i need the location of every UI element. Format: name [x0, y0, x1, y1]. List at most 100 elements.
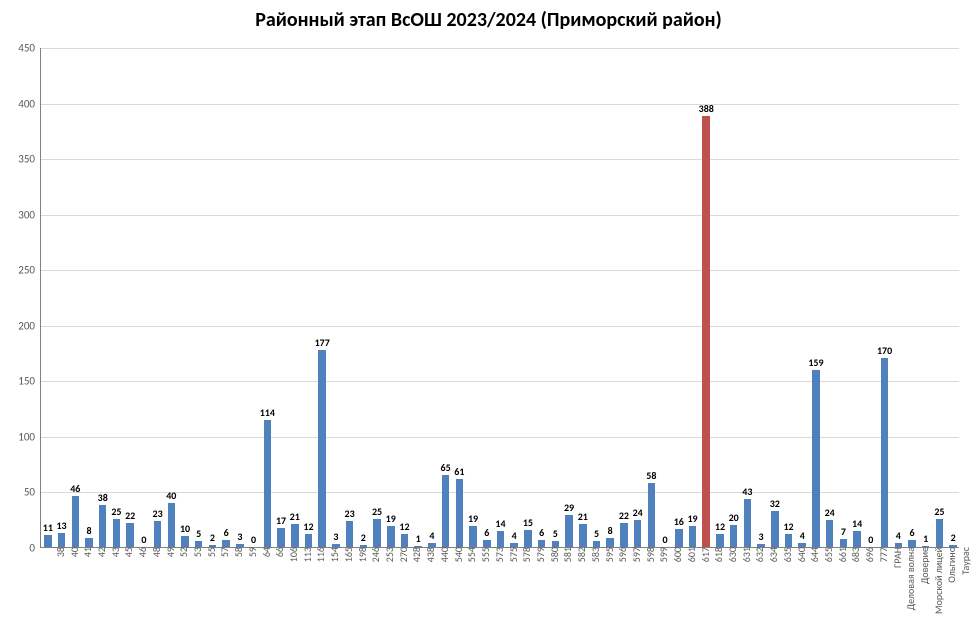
x-category-label: 579	[532, 547, 547, 562]
bar: 2	[949, 545, 957, 547]
bar-value-label: 170	[877, 344, 892, 357]
bar-value-label: 6	[484, 526, 489, 539]
bar-value-label: 19	[468, 512, 478, 525]
x-category-label: 777	[875, 547, 890, 562]
bar: 3	[236, 544, 244, 547]
bar-value-label: 4	[429, 529, 434, 542]
bar: 159	[812, 370, 820, 547]
bar-value-label: 29	[564, 501, 574, 514]
bar-value-label: 25	[372, 505, 382, 518]
bar-value-label: 13	[56, 519, 66, 532]
gridline	[41, 159, 959, 160]
bar: 11	[44, 535, 52, 547]
bar: 32	[771, 511, 779, 547]
x-category-label: 53	[189, 547, 204, 557]
x-category-label: 634	[765, 547, 780, 562]
x-category-label: 46	[134, 547, 149, 557]
bar: 19	[469, 526, 477, 547]
bar-value-label: 25	[934, 505, 944, 518]
bar-value-label: 14	[495, 517, 505, 530]
bar-value-label: 4	[896, 529, 901, 542]
bar: 10	[181, 536, 189, 547]
bar: 25	[373, 519, 381, 547]
bar: 4	[428, 543, 436, 547]
bar: 24	[634, 520, 642, 547]
bar-value-label: 23	[153, 507, 163, 520]
x-category-label: 59	[244, 547, 259, 557]
bar-value-label: 0	[663, 533, 668, 546]
bar-value-label: 23	[345, 507, 355, 520]
gridline	[41, 381, 959, 382]
bar-value-label: 5	[553, 527, 558, 540]
x-category-label: 601	[683, 547, 698, 562]
x-category-label: 440	[436, 547, 451, 562]
y-tick-label: 150	[18, 375, 41, 388]
x-category-label: Таурас	[957, 547, 972, 575]
x-category-label: 555	[477, 547, 492, 562]
bar: 43	[744, 499, 752, 547]
bar-value-label: 8	[86, 524, 91, 537]
bar-chart: Районный этап ВсОШ 2023/2024 (Приморский…	[0, 0, 977, 638]
bar: 14	[497, 531, 505, 547]
bar: 1	[922, 546, 930, 547]
bar: 8	[606, 538, 614, 547]
bar-value-label: 19	[687, 512, 697, 525]
bar: 6	[483, 540, 491, 547]
bar-value-label: 17	[276, 514, 286, 527]
bar-value-label: 65	[441, 461, 451, 474]
bar: 4	[510, 543, 518, 547]
bar: 5	[552, 541, 560, 547]
x-category-label: 438	[422, 547, 437, 562]
x-category-label: 154	[326, 547, 341, 562]
gridline	[41, 215, 959, 216]
x-category-label: 618	[710, 547, 725, 562]
bar: 29	[565, 515, 573, 547]
x-category-label: 165	[340, 547, 355, 562]
bar: 22	[620, 523, 628, 547]
bar-value-label: 6	[539, 526, 544, 539]
x-category-label: 106	[285, 547, 300, 562]
bar-value-label: 2	[210, 531, 215, 544]
bar-value-label: 19	[386, 512, 396, 525]
gridline	[41, 437, 959, 438]
bar-value-label: 8	[608, 524, 613, 537]
bar-value-label: 6	[909, 526, 914, 539]
bar: 12	[401, 534, 409, 547]
gridline	[41, 326, 959, 327]
bar-value-label: 20	[729, 511, 739, 524]
bar: 6	[908, 540, 916, 547]
bar: 65	[442, 475, 450, 547]
bar-value-label: 177	[315, 336, 330, 349]
y-tick-label: 0	[29, 542, 41, 555]
bar-value-label: 12	[399, 520, 409, 533]
bar: 12	[785, 534, 793, 547]
bar: 20	[730, 525, 738, 547]
y-tick-label: 200	[18, 319, 41, 332]
bar: 7	[840, 539, 848, 547]
bar: 170	[881, 358, 889, 547]
x-category-label: 578	[518, 547, 533, 562]
x-category-label: 600	[669, 547, 684, 562]
bar-value-label: 5	[196, 527, 201, 540]
x-category-label: 596	[614, 547, 629, 562]
bar-value-label: 0	[141, 533, 146, 546]
bar: 2	[360, 545, 368, 547]
y-tick-label: 450	[18, 42, 41, 55]
bar-value-label: 21	[290, 510, 300, 523]
bar-value-label: 46	[70, 482, 80, 495]
x-category-label: 630	[724, 547, 739, 562]
bar-value-label: 12	[783, 520, 793, 533]
bar: 5	[195, 541, 203, 547]
gridline	[41, 48, 959, 49]
y-tick-label: 250	[18, 264, 41, 277]
bar: 6	[222, 540, 230, 547]
bar-value-label: 12	[303, 520, 313, 533]
bar: 17	[277, 528, 285, 547]
bar-value-label: 388	[699, 102, 714, 115]
bar: 8	[85, 538, 93, 547]
bar-value-label: 58	[646, 469, 656, 482]
bar-value-label: 4	[512, 529, 517, 542]
x-category-label: 48	[148, 547, 163, 557]
x-category-label: 38	[52, 547, 67, 557]
bar: 1	[414, 546, 422, 547]
